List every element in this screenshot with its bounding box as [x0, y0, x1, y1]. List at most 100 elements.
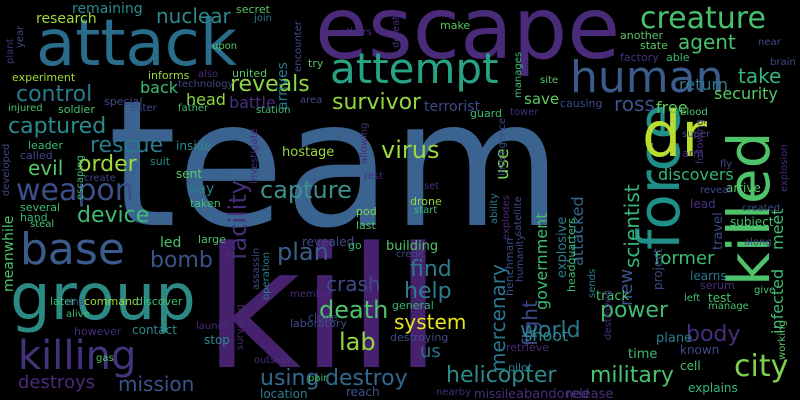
word-save: save: [524, 90, 560, 108]
word-death: death: [319, 296, 389, 324]
word-informs: informs: [148, 69, 190, 82]
word-guard: guard: [470, 107, 503, 120]
word-start: start: [414, 205, 438, 216]
word-arrive: arrive: [726, 181, 761, 195]
word-research: research: [36, 11, 97, 27]
word-lead: lead: [690, 197, 716, 211]
word-world: world: [520, 318, 581, 343]
word-create: create: [84, 173, 116, 184]
word-defeat: defeat: [391, 15, 402, 48]
word-revealed: revealed: [302, 235, 355, 249]
word-ability: ability: [489, 193, 500, 224]
word-suit: suit: [150, 155, 171, 168]
word-super: super: [682, 129, 711, 140]
word-go: go: [348, 239, 362, 252]
word-experiment: experiment: [12, 71, 76, 84]
word-left: left: [684, 293, 701, 304]
word-hand: hand: [20, 211, 48, 224]
word-ross: ross: [614, 92, 655, 116]
word-remaining: remaining: [72, 1, 143, 17]
word-find: find: [410, 257, 452, 282]
word-pod: pod: [356, 205, 377, 218]
word-fly: fly: [720, 159, 733, 170]
word-travel: travel: [711, 212, 726, 250]
word-terrorist: terrorist: [424, 99, 481, 115]
word-destroying: destroying: [390, 331, 449, 344]
word-however: however: [74, 325, 122, 338]
word-military: military: [590, 363, 674, 388]
word-launch: launch: [196, 321, 230, 332]
word-year: year: [15, 25, 26, 48]
word-manages: manages: [513, 51, 524, 98]
word-technology: technology: [178, 79, 234, 90]
word-command: command: [84, 295, 139, 308]
word-try: try: [308, 57, 324, 70]
word-soldier: soldier: [58, 103, 95, 116]
word-tower: tower: [510, 107, 539, 118]
word-subject: subject: [730, 215, 774, 229]
word-arrives: arrives: [275, 62, 291, 110]
word-free: free: [656, 98, 688, 117]
word-give: give: [754, 285, 776, 296]
word-join: join: [254, 13, 273, 24]
word-release: release: [566, 387, 614, 400]
word-steal: steal: [30, 219, 55, 230]
word-captured: captured: [8, 114, 107, 139]
word-set: set: [424, 181, 440, 192]
word-injured: injured: [8, 103, 43, 114]
word-humanity: humanity: [515, 234, 526, 283]
word-able: able: [666, 51, 690, 64]
word-project: project: [651, 248, 665, 290]
word-known: known: [680, 343, 720, 357]
word-blood: blood: [680, 107, 708, 118]
word-member: member: [290, 289, 333, 300]
word-help: help: [404, 279, 452, 304]
word-building: building: [386, 239, 439, 254]
word-satellite: satellite: [513, 196, 524, 236]
word-escape: escape: [315, 0, 621, 79]
word-attempt: attempt: [330, 44, 499, 93]
word-alive: alive: [66, 309, 90, 320]
word-attack: attack: [36, 7, 237, 81]
word-retrieve: retrieve: [506, 341, 549, 354]
word-credit: credit: [396, 249, 425, 260]
word-dna: dna: [66, 297, 85, 308]
word-return: return: [679, 75, 728, 94]
word-also: also: [198, 69, 219, 80]
word-way: way: [186, 181, 215, 197]
word-test: test: [708, 291, 732, 305]
word-survivor: survivor: [332, 90, 422, 115]
word-using: using: [260, 366, 320, 391]
word-explosion: explosion: [779, 144, 790, 192]
word-large: large: [198, 233, 226, 246]
word-team: team: [108, 64, 562, 267]
word-special: special: [104, 95, 143, 108]
word-security: security: [714, 84, 778, 103]
word-father: father: [178, 103, 209, 114]
word-reach: reach: [346, 385, 380, 399]
word-creature: creature: [640, 1, 766, 36]
word-weapon: weapon: [16, 173, 134, 208]
word-capture: capture: [260, 176, 352, 204]
word-battle: battle: [229, 93, 276, 112]
word-government: government: [532, 212, 551, 310]
word-killing: killing: [18, 333, 137, 379]
word-surviving: surviving: [235, 304, 246, 350]
word-dr: dr: [642, 98, 707, 171]
word-allowing: allowing: [359, 122, 370, 164]
word-factory: factory: [620, 51, 659, 64]
word-pair: pair: [308, 373, 328, 384]
word-leader: leader: [28, 139, 63, 152]
word-reveals: reveals: [230, 72, 310, 97]
word-enter: enter: [130, 103, 157, 114]
word-laboratory: laboratory: [290, 317, 347, 330]
word-explains: explains: [688, 381, 738, 395]
word-device: device: [77, 203, 150, 228]
word-plan: plan: [277, 238, 329, 266]
word-brain: brain: [770, 57, 796, 68]
word-crash: crash: [326, 272, 381, 296]
word-agent: agent: [678, 30, 736, 54]
word-intelligence: intelligence: [497, 117, 508, 176]
word-power: power: [600, 298, 668, 323]
word-hostage: hostage: [282, 145, 335, 160]
